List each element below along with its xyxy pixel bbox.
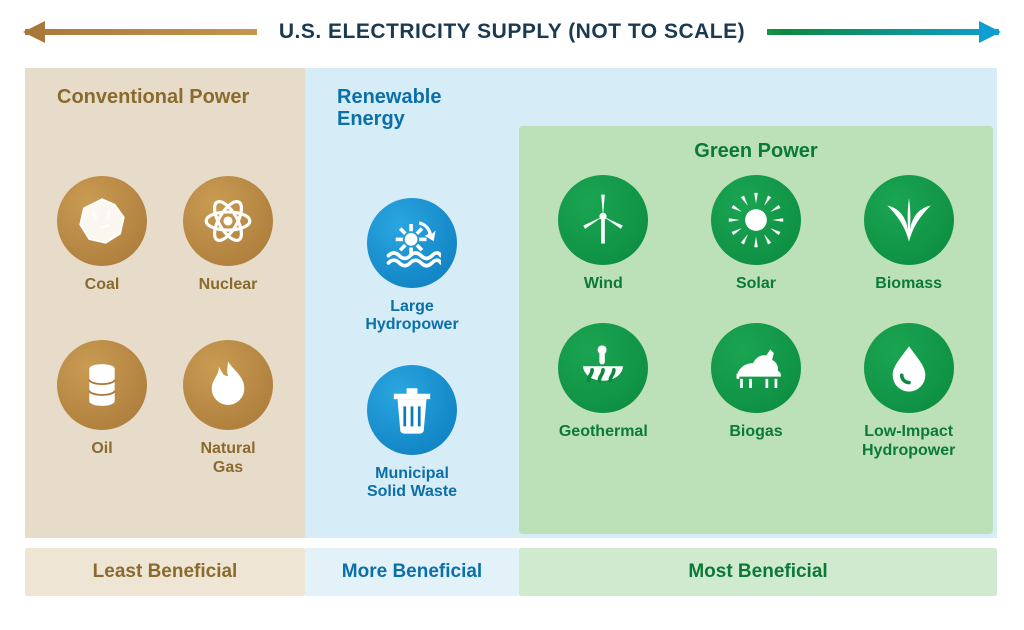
nuclear-icon [183,176,273,266]
oil-icon [57,340,147,430]
arrow-head-right [979,21,1001,43]
label-biomass: Biomass [864,275,954,293]
coal-icon [57,176,147,266]
column-conventional: Conventional Power Coal Nuclear [25,68,305,538]
column-title-conventional: Conventional Power [39,86,291,108]
geothermal-icon [558,323,648,413]
label-natural-gas: Natural Gas [183,440,273,477]
item-large-hydro: Large Hydropower [365,198,458,335]
label-nuclear: Nuclear [183,276,273,294]
infographic-root: U.S. ELECTRICITY SUPPLY (NOT TO SCALE) C… [0,0,1024,630]
main-columns: Conventional Power Coal Nuclear [25,68,999,538]
column-title-green: Green Power [519,140,993,163]
low-impact-hydro-icon [864,323,954,413]
footer-row: Least Beneficial More Beneficial Most Be… [25,548,999,596]
green-panel: Green Power Wind Solar [519,126,993,534]
item-coal: Coal [57,176,147,294]
grid-conventional: Coal Nuclear Oil [39,176,291,477]
item-biogas: Biogas [711,323,801,460]
label-low-impact-hydro: Low-Impact Hydropower [862,423,955,460]
grid-green: Wind Solar Biomass [519,175,993,460]
item-geothermal: Geothermal [558,323,648,460]
large-hydro-icon [367,198,457,288]
label-solar: Solar [711,275,801,293]
item-biomass: Biomass [864,175,954,293]
label-geothermal: Geothermal [558,423,648,441]
solar-icon [711,175,801,265]
page-title: U.S. ELECTRICITY SUPPLY (NOT TO SCALE) [257,14,767,50]
wind-icon [558,175,648,265]
natural-gas-icon [183,340,273,430]
title-arrow-bar: U.S. ELECTRICITY SUPPLY (NOT TO SCALE) [25,0,999,64]
grid-renewable: Large Hydropower Municipal Solid Waste [319,198,505,502]
biogas-icon [711,323,801,413]
label-large-hydro: Large Hydropower [365,298,458,335]
label-msw: Municipal Solid Waste [367,465,457,502]
column-renewable: Renewable Energy Large Hydropower Munici… [305,68,519,538]
label-wind: Wind [558,275,648,293]
footer-conventional: Least Beneficial [25,548,305,596]
msw-icon [367,365,457,455]
label-oil: Oil [57,440,147,458]
item-natural-gas: Natural Gas [183,340,273,477]
label-coal: Coal [57,276,147,294]
item-oil: Oil [57,340,147,477]
footer-green: Most Beneficial [519,548,997,596]
item-msw: Municipal Solid Waste [367,365,457,502]
item-solar: Solar [711,175,801,293]
column-green: Green Power Wind Solar [519,68,997,538]
arrow-head-left [23,21,45,43]
biomass-icon [864,175,954,265]
column-title-renewable: Renewable Energy [319,86,505,130]
item-nuclear: Nuclear [183,176,273,294]
footer-renewable: More Beneficial [305,548,519,596]
item-low-impact-hydro: Low-Impact Hydropower [862,323,955,460]
label-biogas: Biogas [711,423,801,441]
item-wind: Wind [558,175,648,293]
